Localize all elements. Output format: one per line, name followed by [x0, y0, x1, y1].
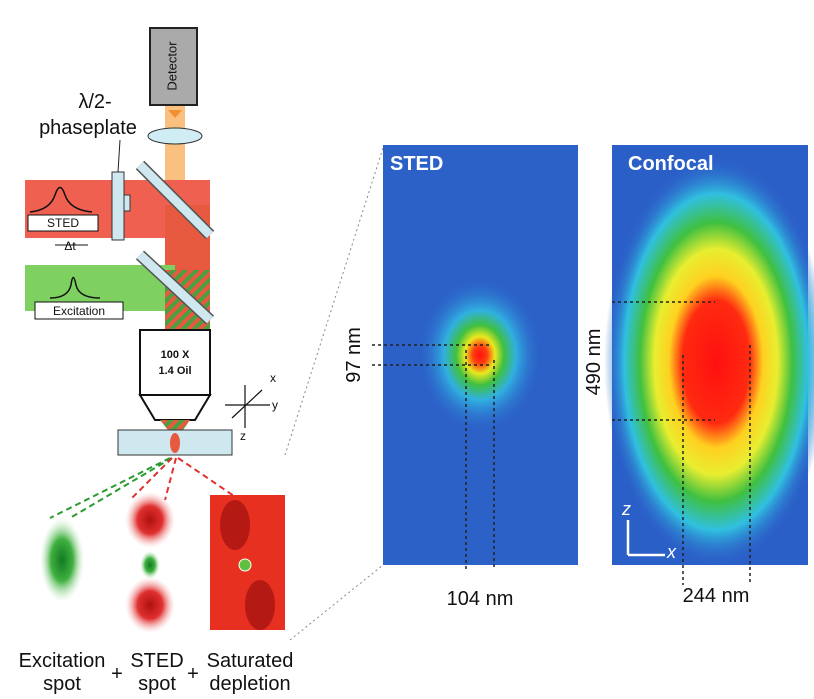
axis-label: z — [240, 429, 246, 443]
delay-label: Δt — [64, 239, 76, 253]
sted-spot-center — [140, 551, 160, 579]
spot-label: spot — [43, 673, 81, 695]
spot-label: Saturated — [207, 650, 294, 672]
spot-label: spot — [138, 673, 176, 695]
spot-label: STED — [130, 650, 183, 672]
sted-spot — [125, 492, 175, 548]
lens — [148, 128, 202, 144]
focal-spot — [170, 433, 180, 453]
panel-title: STED — [390, 153, 443, 175]
detector-label: Detector — [164, 41, 179, 91]
phaseplate — [112, 172, 124, 240]
axes — [225, 385, 270, 428]
phaseplate-step — [124, 195, 130, 211]
width-label: 244 nm — [683, 585, 750, 607]
saturated-lobe — [245, 580, 275, 630]
pointer — [118, 140, 120, 172]
axis-label: y — [272, 398, 278, 412]
phaseplate-label: phaseplate — [39, 117, 137, 139]
objective-tip — [140, 395, 210, 420]
phaseplate-label: λ/2- — [78, 91, 111, 113]
width-label: 104 nm — [447, 588, 514, 610]
height-label: 490 nm — [583, 329, 605, 396]
zoom-line — [285, 148, 383, 640]
plus: + — [187, 663, 199, 685]
sted-psf — [420, 280, 540, 430]
spot-label: Excitation — [19, 650, 106, 672]
axis-label: x — [270, 371, 276, 385]
panel-title: Confocal — [628, 153, 714, 175]
spot-label: depletion — [209, 673, 290, 695]
excitation-pulse-label: Excitation — [53, 304, 105, 318]
objective-label: 100 X — [161, 349, 190, 361]
objective-label: 1.4 Oil — [158, 365, 191, 377]
sted-pulse-label: STED — [47, 216, 79, 230]
saturated-lobe — [220, 500, 250, 550]
saturated-center — [239, 559, 251, 571]
excitation-spot — [40, 518, 84, 602]
objective — [140, 330, 210, 395]
plus: + — [111, 663, 123, 685]
height-label: 97 nm — [343, 327, 365, 383]
axis-label: z — [621, 499, 631, 519]
axis-label: x — [666, 542, 677, 562]
sted-spot — [125, 577, 175, 633]
diagram: λ/2- phaseplate Detector STED Δt Excitat… — [0, 0, 814, 699]
